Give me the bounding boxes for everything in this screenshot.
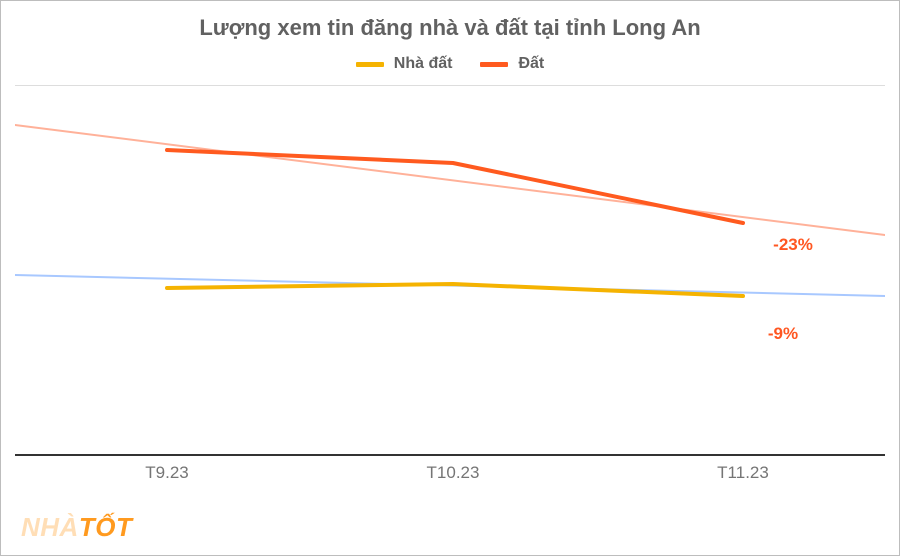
legend-label-nhadat: Nhà đất [394,55,453,73]
brand-text-faded: NHÀ [21,512,79,543]
series-dat-end-label: -23% [773,235,813,255]
plot-svg [15,85,885,455]
legend-item-dat: Đất [480,55,544,73]
x-axis-line [15,454,885,456]
x-tick-labels: T9.23 T10.23 T11.23 [15,463,885,487]
chart-title: Lượng xem tin đăng nhà và đất tại tỉnh L… [1,15,899,41]
brand-logo: NHÀTỐT [21,512,132,543]
brand-text-solid: TỐT [79,512,133,543]
x-tick-label: T9.23 [145,463,188,483]
chart-container: Lượng xem tin đăng nhà và đất tại tỉnh L… [0,0,900,556]
x-tick-label: T10.23 [427,463,480,483]
x-tick-label: T11.23 [717,463,769,483]
series-nhadat-end-label: -9% [768,324,798,344]
plot-area: -23% -9% T9.23T10.23T11.23 [15,85,885,455]
legend-item-nhadat: Nhà đất [356,55,453,73]
legend-label-dat: Đất [518,55,544,73]
legend-swatch-nhadat [356,62,384,67]
legend-swatch-dat [480,62,508,67]
legend: Nhà đất Đất [1,55,899,73]
